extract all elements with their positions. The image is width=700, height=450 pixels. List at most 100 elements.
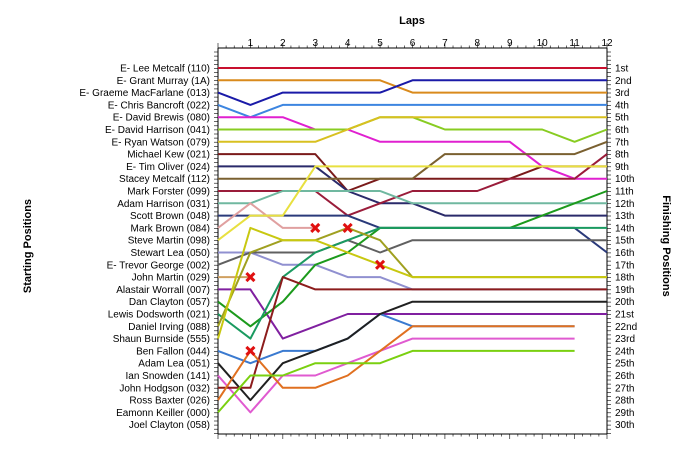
retirement-marker bbox=[375, 259, 386, 270]
retirement-marker bbox=[245, 345, 256, 356]
series-line bbox=[217, 79, 607, 106]
finishing-position-label: 2nd bbox=[615, 76, 632, 87]
driver-label: E- Graeme MacFarlane (013) bbox=[79, 88, 210, 99]
finishing-position-label: 8th bbox=[615, 150, 629, 161]
driver-label: Adam Lea (051) bbox=[138, 359, 210, 370]
x-axis-title: Laps bbox=[399, 15, 425, 27]
lap-tick-label: 8 bbox=[475, 38, 481, 49]
finishing-position-label: 20th bbox=[615, 297, 634, 308]
driver-label: E- Grant Murray (1A) bbox=[117, 76, 210, 87]
y-axis-title-right: Finishing Positions bbox=[660, 195, 672, 296]
finishing-position-label: 11th bbox=[615, 187, 634, 198]
driver-label: Eamonn Keiller (000) bbox=[116, 408, 210, 419]
finishing-position-label: 15th bbox=[615, 236, 634, 247]
driver-label: Scott Brown (048) bbox=[130, 211, 210, 222]
series-line bbox=[217, 226, 607, 339]
finishing-position-label: 30th bbox=[615, 420, 634, 431]
finishing-position-label: 19th bbox=[615, 285, 634, 296]
driver-label: Adam Harrison (031) bbox=[117, 199, 210, 210]
finishing-position-label: 21st bbox=[615, 310, 634, 321]
finishing-position-label: 27th bbox=[615, 383, 634, 394]
series-line bbox=[218, 116, 607, 180]
driver-label: Stacey Metcalf (112) bbox=[119, 174, 210, 185]
driver-label: Joel Clayton (058) bbox=[129, 420, 210, 431]
lap-tick-label: 6 bbox=[410, 38, 416, 49]
series-line bbox=[218, 288, 607, 340]
retirement-marker bbox=[310, 222, 321, 233]
series-line bbox=[218, 214, 608, 254]
finishing-position-label: 25th bbox=[615, 359, 634, 370]
finishing-position-label: 24th bbox=[615, 346, 634, 357]
series-line bbox=[217, 239, 607, 266]
driver-label: E- Ryan Watson (079) bbox=[111, 137, 210, 148]
series-line bbox=[217, 226, 607, 340]
lap-tick-label: 3 bbox=[312, 38, 318, 49]
finishing-position-label: 14th bbox=[615, 223, 634, 234]
series-line bbox=[218, 140, 608, 180]
driver-label: Alastair Worrall (007) bbox=[116, 285, 210, 296]
finishing-position-label: 7th bbox=[615, 137, 629, 148]
finishing-position-label: 1st bbox=[615, 64, 629, 75]
lap-tick-label: 11 bbox=[569, 38, 580, 49]
driver-label: Mark Brown (084) bbox=[131, 223, 210, 234]
finishing-position-label: 13th bbox=[615, 211, 634, 222]
series-line bbox=[217, 165, 607, 241]
finishing-position-label: 29th bbox=[615, 408, 634, 419]
finishing-position-label: 10th bbox=[615, 174, 634, 185]
series-line bbox=[217, 300, 607, 402]
lap-tick-label: 4 bbox=[345, 38, 351, 49]
lap-tick-label: 12 bbox=[601, 38, 613, 49]
finishing-position-label: 18th bbox=[615, 273, 634, 284]
series-line bbox=[218, 276, 607, 389]
driver-label: Daniel Irving (088) bbox=[128, 322, 210, 333]
series-line bbox=[218, 153, 608, 217]
series-line bbox=[218, 251, 607, 291]
driver-label: Dan Clayton (057) bbox=[129, 297, 210, 308]
driver-label: Stewart Lea (050) bbox=[131, 248, 211, 259]
series-line bbox=[218, 153, 607, 192]
finishing-position-label: 28th bbox=[615, 396, 634, 407]
lap-tick-label: 1 bbox=[248, 38, 254, 49]
driver-label: Ben Fallon (044) bbox=[136, 346, 210, 357]
finishing-position-label: 26th bbox=[615, 371, 634, 382]
finishing-position-label: 16th bbox=[615, 248, 634, 259]
finishing-position-label: 17th bbox=[615, 260, 634, 271]
finishing-position-label: 3rd bbox=[615, 88, 629, 99]
driver-label: E- David Harrison (041) bbox=[105, 125, 210, 136]
series-line bbox=[218, 190, 607, 205]
driver-label: E- Lee Metcalf (110) bbox=[120, 64, 210, 75]
series-line bbox=[218, 79, 607, 94]
driver-label: Ian Snowden (141) bbox=[125, 371, 210, 382]
finishing-position-label: 9th bbox=[615, 162, 629, 173]
driver-label: E- Trevor George (002) bbox=[107, 260, 210, 271]
series-line bbox=[218, 116, 607, 143]
retirement-marker bbox=[342, 222, 353, 233]
finishing-position-label: 4th bbox=[615, 100, 629, 111]
lap-tick-label: 2 bbox=[280, 38, 286, 49]
finishing-position-label: 12th bbox=[615, 199, 634, 210]
retirement-marker bbox=[245, 272, 256, 283]
driver-label: E- Chris Bancroft (022) bbox=[108, 100, 210, 111]
driver-label: Michael Kew (021) bbox=[127, 150, 210, 161]
series-line bbox=[217, 103, 607, 119]
driver-label: Lewis Dodsworth (021) bbox=[108, 310, 210, 321]
lap-tick-label: 5 bbox=[377, 38, 383, 49]
lap-tick-label: 10 bbox=[537, 38, 549, 49]
series-line bbox=[217, 190, 608, 328]
series-line bbox=[217, 349, 575, 414]
series-line bbox=[217, 325, 575, 401]
driver-label: Mark Forster (099) bbox=[127, 187, 210, 198]
driver-label: E- David Brewis (080) bbox=[113, 113, 210, 124]
y-axis-title-left: Starting Positions bbox=[22, 199, 34, 293]
series-line bbox=[218, 116, 608, 143]
finishing-position-label: 22nd bbox=[615, 322, 637, 333]
driver-label: Steve Martin (098) bbox=[128, 236, 210, 247]
finishing-position-label: 6th bbox=[615, 125, 629, 136]
lap-tick-label: 7 bbox=[442, 38, 448, 49]
finishing-position-label: 5th bbox=[615, 113, 629, 124]
driver-label: Shaun Burnside (555) bbox=[113, 334, 210, 345]
lap-tick-label: 9 bbox=[507, 38, 513, 49]
driver-label: E- Tim Oliver (024) bbox=[126, 162, 210, 173]
